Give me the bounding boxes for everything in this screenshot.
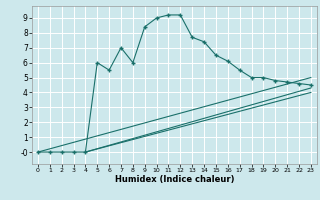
- X-axis label: Humidex (Indice chaleur): Humidex (Indice chaleur): [115, 175, 234, 184]
